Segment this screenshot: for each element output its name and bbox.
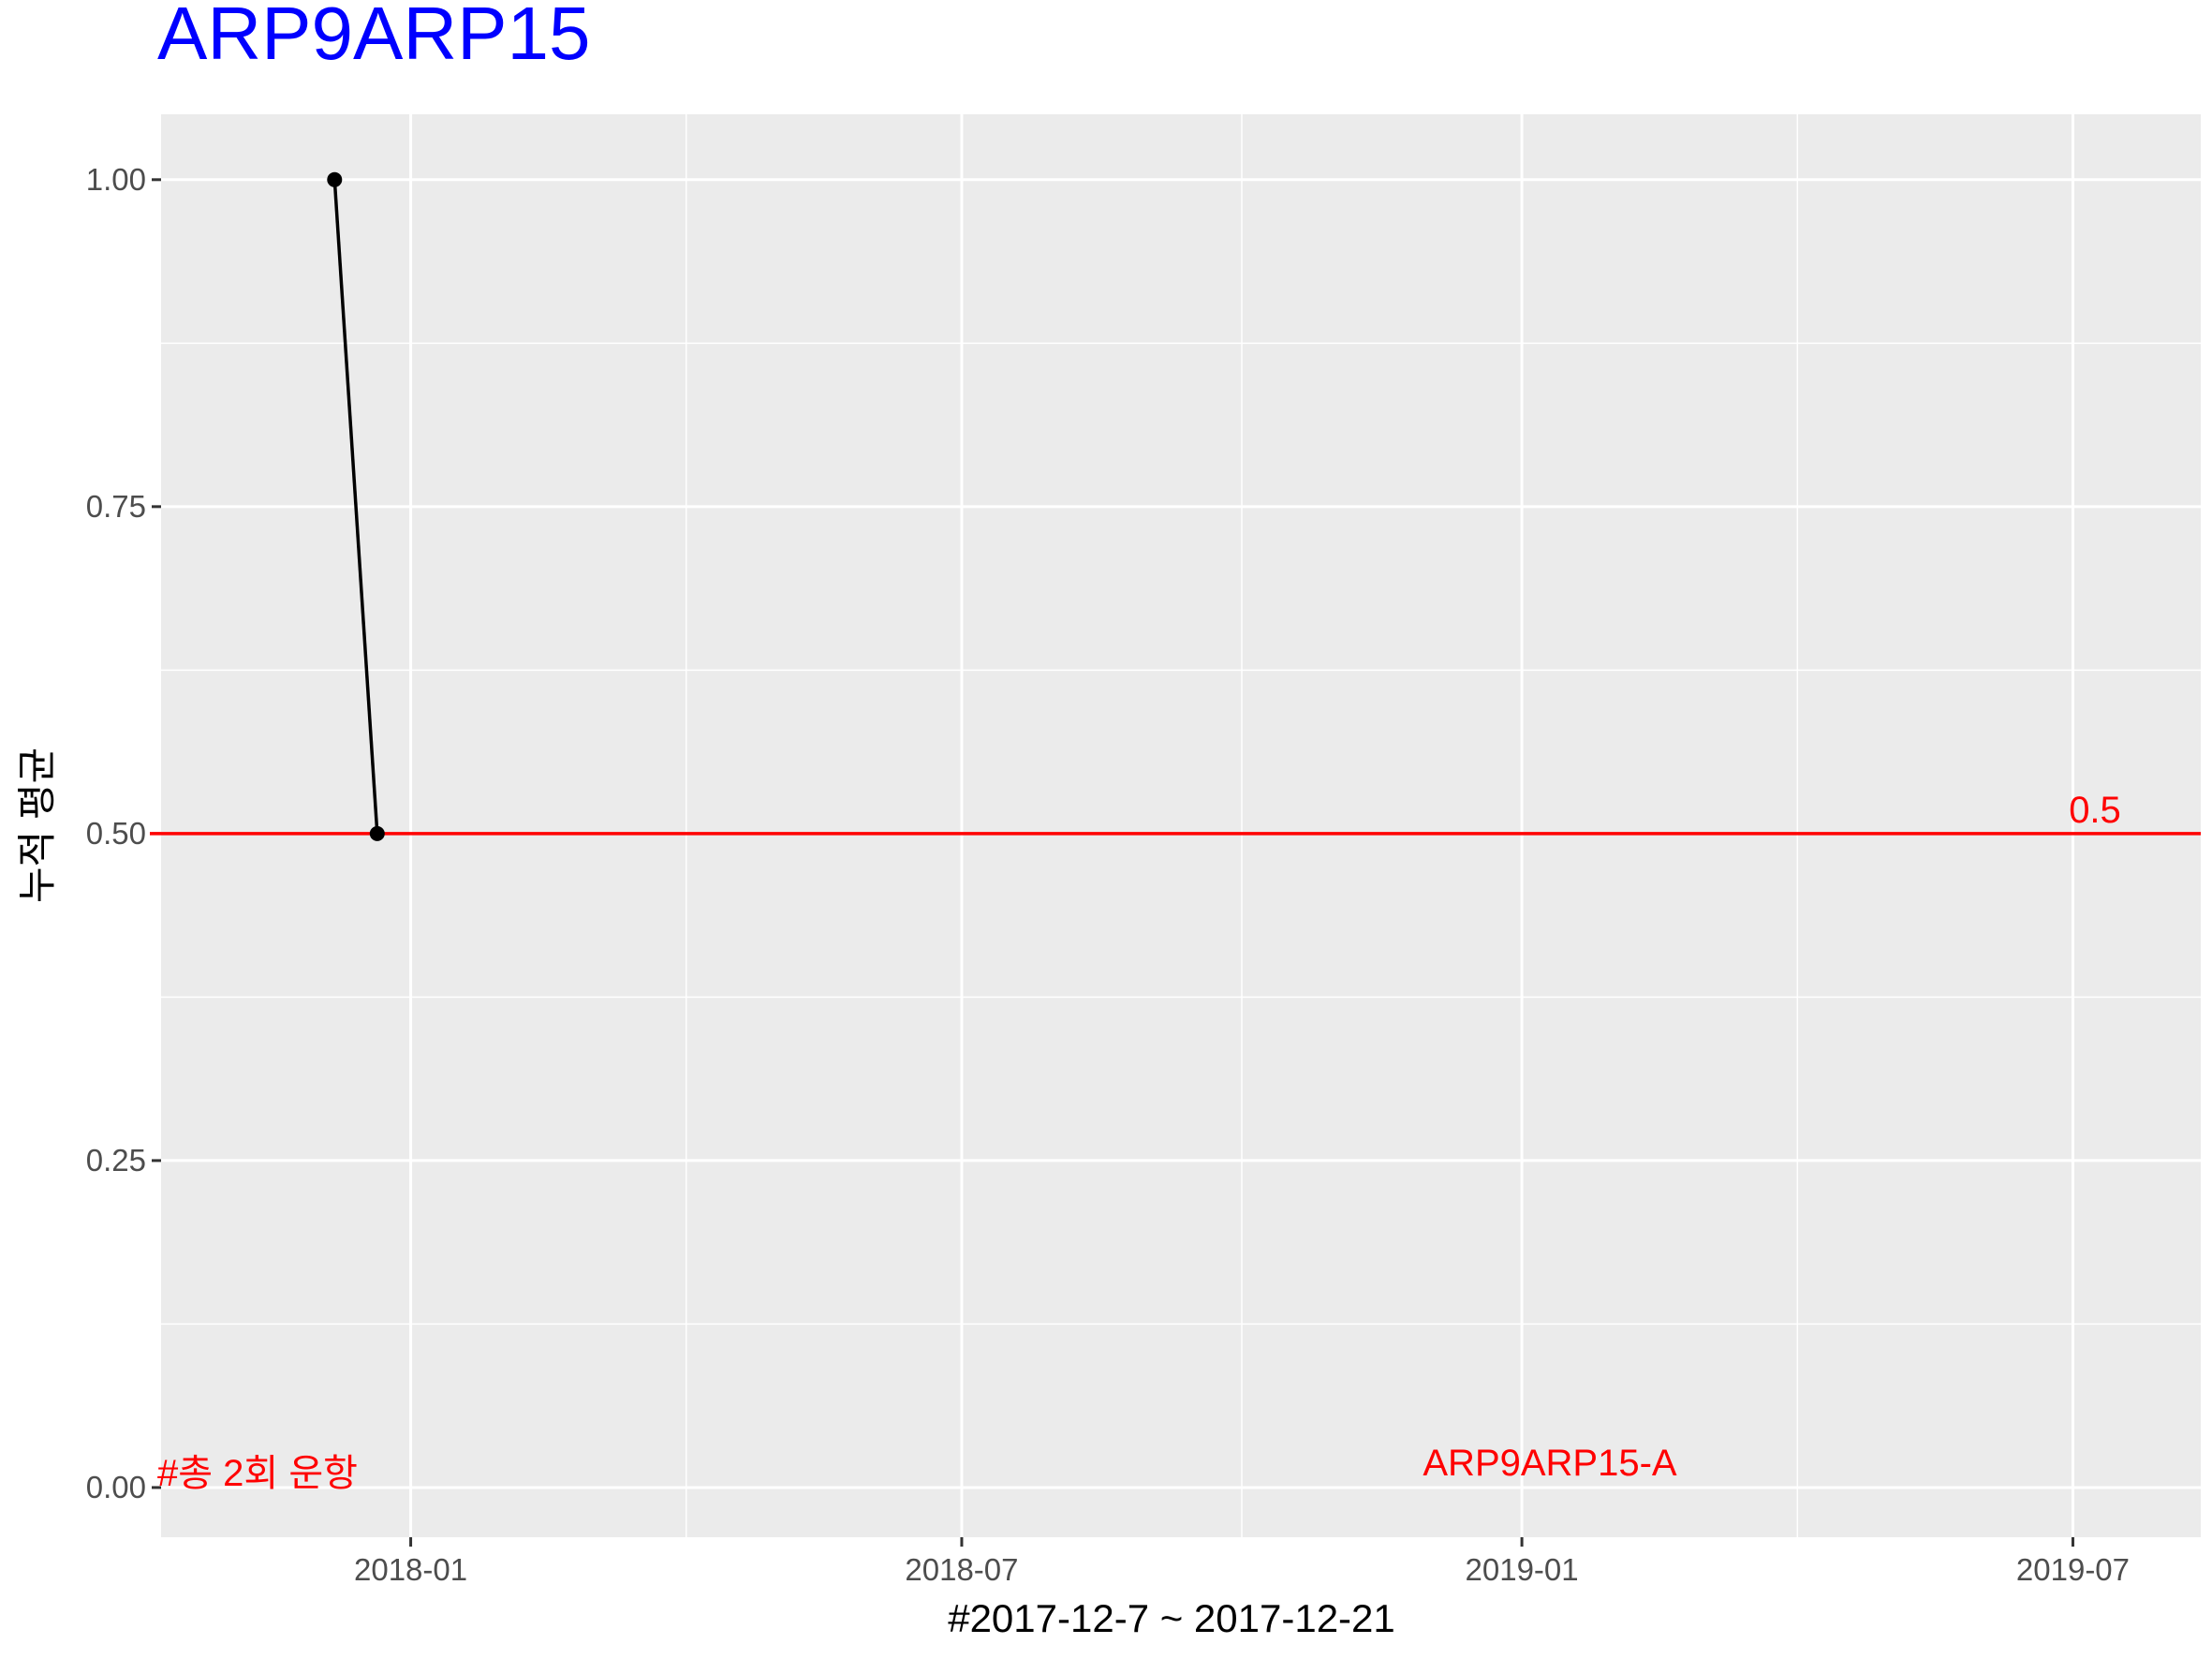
series-group (327, 171, 385, 841)
y-axis-title: 누적 평균 (15, 748, 59, 903)
data-point (327, 171, 343, 187)
x-tick-label: 2019-07 (2016, 1552, 2130, 1587)
annotations-group: #총 2회 운항 ARP9ARP15-A (157, 1443, 1677, 1494)
chart-title: ARP9ARP15 (157, 0, 590, 75)
reference-line-label: 0.5 (2069, 790, 2121, 831)
x-tick-label: 2019-01 (1466, 1552, 1579, 1587)
y-tick-label: 1.00 (86, 162, 146, 197)
annotation-route-id: ARP9ARP15-A (1423, 1443, 1677, 1484)
x-axis-title: #2017-12-7 ~ 2017-12-21 (948, 1596, 1395, 1640)
reference-line-group: 0.5 (150, 790, 2201, 836)
series-line (332, 179, 379, 834)
y-tick-label: 0.50 (86, 816, 146, 851)
plot-panel (161, 114, 2201, 1537)
x-tick-label: 2018-01 (354, 1552, 467, 1587)
data-point (369, 825, 385, 841)
y-tick-label: 0.00 (86, 1470, 146, 1504)
y-tick-label: 0.25 (86, 1143, 146, 1178)
y-tick-label: 0.75 (86, 489, 146, 524)
annotation-total-count: #총 2회 운항 (157, 1453, 358, 1494)
axes: 0.00 0.25 0.50 0.75 1.00 2018-01 2018-07 2019-0… (86, 162, 2130, 1587)
x-tick-label: 2018-07 (905, 1552, 1018, 1587)
